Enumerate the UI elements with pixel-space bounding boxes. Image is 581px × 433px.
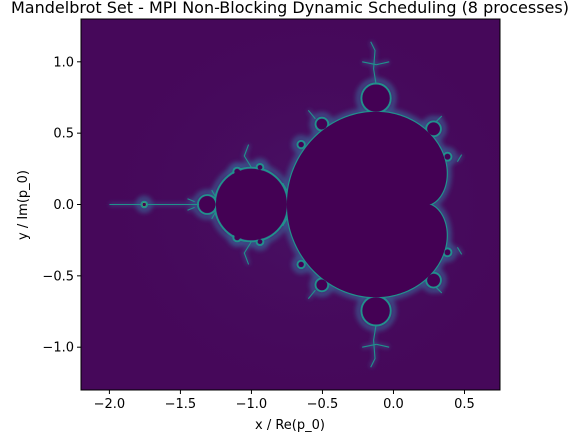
bulb-edge [296, 139, 306, 150]
filament [307, 289, 316, 300]
filament [456, 247, 463, 255]
y-tick-label: 1.0 [53, 55, 74, 70]
chart-title: Mandelbrot Set - MPI Non-Blocking Dynami… [11, 0, 569, 17]
y-tick-label: −1.0 [42, 341, 74, 356]
x-tick-label: −0.5 [307, 397, 339, 412]
filament [362, 343, 377, 348]
period-bulb [298, 142, 304, 148]
x-tick-label: 0.0 [383, 397, 404, 412]
fractal-interior [142, 84, 451, 325]
bulb-edge [425, 120, 442, 138]
filament [376, 343, 390, 348]
filament [187, 206, 195, 211]
x-tick-label: −2.0 [94, 397, 126, 412]
period-bulb [257, 165, 263, 170]
period-bulb [199, 196, 216, 213]
period-bulb [298, 261, 304, 267]
filament [435, 115, 443, 123]
period-bulb [257, 239, 263, 244]
period-bulb [215, 168, 287, 241]
main-cardioid [286, 111, 447, 298]
filament [211, 211, 217, 220]
y-tick-label: 0.5 [53, 127, 74, 142]
filament [211, 189, 217, 198]
filament [282, 182, 288, 191]
x-axis: −2.0 −1.5 −1.0 −0.5 0.0 0.5 [94, 390, 475, 412]
filament [370, 41, 377, 85]
x-tick-label: −1.5 [165, 397, 197, 412]
x-tick-label: −1.0 [236, 397, 268, 412]
period-bulb [362, 297, 390, 325]
bulb-edge [314, 277, 330, 293]
period-bulb [316, 279, 328, 291]
x-tick-label: 0.5 [454, 397, 475, 412]
y-axis-label: y / Im(p_0) [16, 170, 31, 240]
period-bulb [234, 234, 241, 241]
period-bulb [316, 118, 328, 130]
period-bulb [427, 122, 440, 136]
period-bulb [444, 249, 451, 256]
filament [243, 241, 252, 265]
filament [307, 109, 316, 120]
y-axis: 1.0 0.5 0.0 −0.5 −1.0 [42, 55, 81, 356]
bulb-edge [296, 259, 306, 270]
bulb-edge [314, 116, 330, 132]
bulb-edge [425, 271, 442, 289]
filament [376, 61, 390, 66]
period-bulb [427, 273, 440, 287]
filament [243, 144, 252, 168]
filament [362, 61, 377, 66]
plot-area [81, 19, 500, 390]
period-bulb [234, 168, 241, 175]
period-bulb [362, 84, 390, 112]
filament [187, 198, 195, 203]
filament [456, 154, 463, 162]
y-tick-label: 0.0 [53, 198, 74, 213]
y-tick-label: −0.5 [42, 269, 74, 284]
filament [282, 218, 288, 227]
period-bulb [444, 153, 451, 160]
x-axis-label: x / Re(p_0) [255, 418, 325, 433]
filament [435, 286, 443, 294]
filament [370, 324, 377, 368]
period-bulb [142, 202, 146, 207]
